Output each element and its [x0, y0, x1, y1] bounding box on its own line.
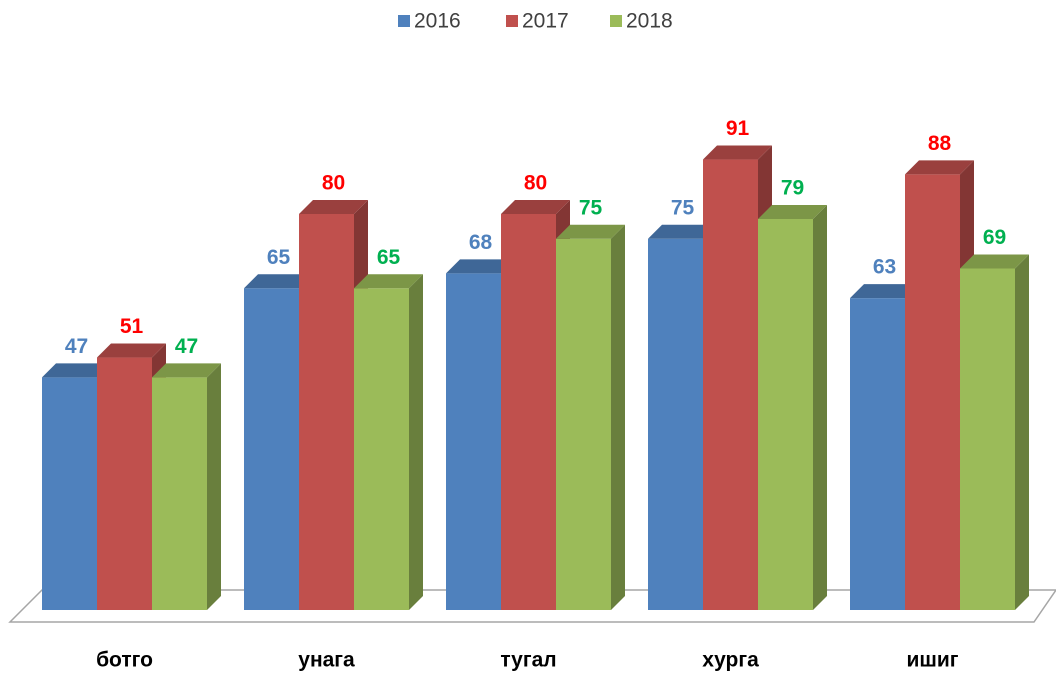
data-label: 79 [781, 176, 804, 199]
bar-side [611, 224, 625, 610]
legend-swatch [398, 15, 410, 27]
bar [850, 298, 905, 610]
data-label: 75 [579, 196, 603, 219]
bar-top [299, 200, 368, 214]
x-tick-label: тугал [500, 649, 556, 672]
bar [648, 238, 703, 610]
bar-top [446, 259, 515, 274]
bar-top [703, 145, 772, 160]
data-label: 51 [120, 315, 144, 338]
data-label: 47 [65, 335, 88, 358]
bar-top [244, 274, 313, 289]
bar-top [850, 284, 919, 299]
data-label: 69 [983, 226, 1006, 249]
data-label: 88 [928, 132, 952, 155]
data-label: 68 [469, 231, 493, 254]
bar [758, 218, 813, 610]
bar-side [1015, 254, 1029, 610]
data-label: 63 [873, 256, 896, 279]
bar [905, 174, 960, 610]
bar [446, 273, 501, 610]
bar-top [556, 224, 625, 239]
legend-label: 2018 [626, 10, 673, 33]
bar-top [97, 343, 166, 358]
bar-top [501, 200, 570, 214]
bar-top [905, 160, 974, 175]
bar [299, 214, 354, 610]
legend-swatch [610, 15, 622, 27]
bar [244, 288, 299, 610]
legend-swatch [506, 15, 518, 27]
bar-top [758, 204, 827, 219]
x-tick-label: хурга [702, 649, 759, 672]
data-label: 65 [267, 246, 291, 269]
data-label: 75 [671, 196, 695, 219]
data-label: 47 [175, 335, 198, 358]
bar [354, 288, 409, 610]
bar-top [960, 254, 1029, 269]
bar-side [207, 363, 221, 610]
bar [556, 238, 611, 610]
bar [501, 214, 556, 610]
bar [97, 357, 152, 610]
bar [960, 268, 1015, 610]
bar-top [354, 274, 423, 289]
data-label: 91 [726, 117, 750, 140]
data-label: 80 [524, 172, 547, 195]
bar-top [648, 224, 717, 239]
bar-top [42, 363, 111, 378]
legend-label: 2017 [522, 10, 569, 33]
bar-side [409, 274, 423, 610]
x-tick-label: ишиг [906, 649, 958, 672]
x-tick-label: унага [298, 649, 355, 672]
x-tick-label: ботго [96, 649, 153, 672]
data-label: 80 [322, 172, 345, 195]
legend-label: 2016 [414, 10, 461, 33]
bar [152, 377, 207, 610]
bar [703, 159, 758, 611]
bar-side [813, 204, 827, 610]
data-label: 65 [377, 246, 401, 269]
bar [42, 377, 97, 610]
bar-top [152, 363, 221, 378]
